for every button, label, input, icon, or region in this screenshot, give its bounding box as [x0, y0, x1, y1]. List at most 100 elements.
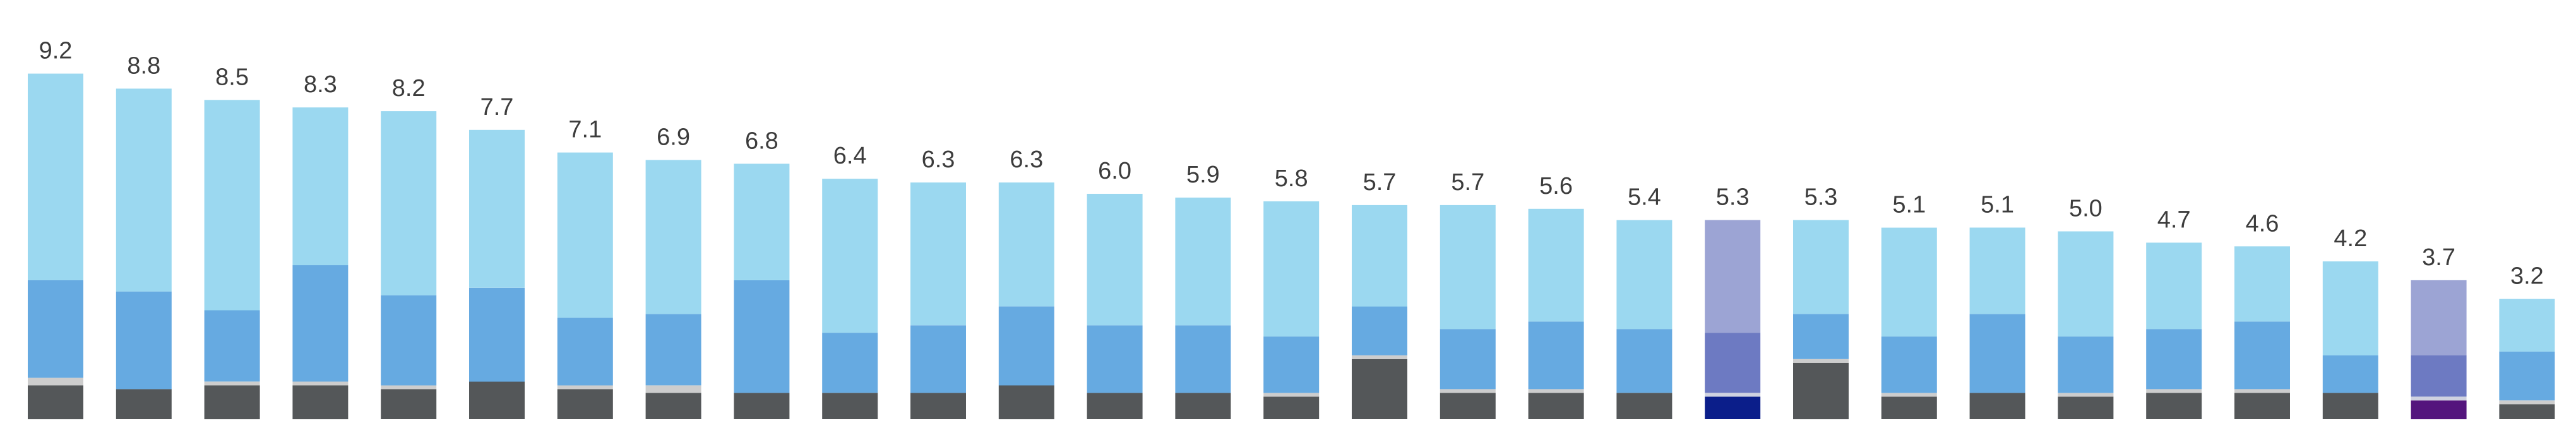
- bars-layer: [28, 73, 2555, 420]
- bar-segment-middle: [998, 306, 1054, 386]
- bar-stack: [2411, 280, 2467, 420]
- bar-segment-middle: [292, 265, 349, 382]
- bar-segment-bottom: [557, 389, 613, 419]
- bar-total-label: 5.3: [1716, 184, 1750, 211]
- bar-total-label: 6.4: [833, 143, 867, 169]
- bar-segment-top: [2499, 299, 2555, 352]
- bar-segment-top: [1263, 201, 1320, 337]
- bar-total-label: 4.2: [2334, 225, 2367, 252]
- bar-segment-middle: [1528, 321, 1584, 389]
- bar-segment-middle: [1087, 325, 1143, 393]
- bar-segment-middle: [822, 333, 878, 393]
- bar-total-label: 6.0: [1098, 158, 1131, 184]
- bar-segment-thin: [1440, 389, 1496, 393]
- bar-stack: [469, 129, 525, 419]
- bar-segment-top: [734, 163, 790, 280]
- bar-segment-middle: [2234, 321, 2290, 389]
- bar-total-label: 6.3: [1010, 146, 1043, 173]
- bar-stack: [557, 152, 613, 419]
- bar-segment-top: [1175, 198, 1231, 326]
- bar-stack: [910, 182, 966, 419]
- bar-segment-middle: [469, 287, 525, 382]
- bar-total-label: 6.3: [922, 146, 955, 173]
- bar-segment-middle: [2058, 336, 2114, 393]
- bar-segment-top: [822, 179, 878, 333]
- bar-segment-bottom: [1528, 393, 1584, 419]
- labels-layer: 9.2 8.8 8.5 8.3 8.2 7.7 7.1 6.9 6.8 6.4 6.3 6.3 6.0 5…: [39, 38, 2544, 290]
- bar-total-label: 8.2: [392, 75, 426, 102]
- bar-segment-thin: [204, 381, 260, 386]
- bar-stack: [204, 100, 260, 420]
- bar-total-label: 4.6: [2246, 210, 2279, 237]
- bar-segment-middle: [116, 291, 172, 389]
- bar-segment-top: [645, 160, 701, 314]
- bar-segment-middle: [204, 310, 260, 382]
- bar-total-label: 5.1: [1981, 192, 2014, 218]
- bar-stack: [381, 111, 437, 419]
- bar-segment-middle: [28, 280, 83, 378]
- bar-stack: [1087, 194, 1143, 419]
- bar-total-label: 3.2: [2510, 263, 2544, 290]
- bar-stack: [1793, 220, 1849, 420]
- bar-total-label: 6.9: [657, 124, 690, 151]
- bar-total-label: 8.3: [304, 71, 337, 98]
- bar-segment-thin: [381, 385, 437, 389]
- bar-segment-top: [998, 182, 1054, 307]
- bar-stack: [822, 179, 878, 419]
- bar-segment-middle: [1881, 336, 1937, 393]
- bar-segment-bottom: [1440, 393, 1496, 419]
- bar-segment-middle: [557, 318, 613, 386]
- bar-total-label: 5.0: [2069, 196, 2102, 222]
- bar-segment-bottom: [2322, 393, 2378, 419]
- bar-segment-thin: [2499, 400, 2555, 405]
- bar-segment-top: [1969, 227, 2025, 314]
- bar-stack: [1705, 220, 1761, 419]
- bar-segment-top: [2411, 280, 2467, 355]
- bar-segment-top: [1087, 194, 1143, 326]
- bar-segment-bottom: [28, 385, 83, 420]
- bar-segment-middle: [734, 280, 790, 393]
- bar-segment-middle: [2322, 355, 2378, 393]
- bar-total-label: 8.5: [215, 64, 249, 90]
- bar-stack: [734, 163, 790, 419]
- bar-total-label: 8.8: [127, 52, 160, 79]
- bar-segment-middle: [1175, 325, 1231, 393]
- bar-segment-top: [2058, 231, 2114, 337]
- bar-segment-middle: [1263, 336, 1320, 393]
- bar-total-label: 4.7: [2157, 206, 2191, 233]
- bar-segment-top: [557, 152, 613, 318]
- bar-segment-top: [2322, 261, 2378, 355]
- bar-segment-top: [1616, 220, 1673, 330]
- bar-segment-middle: [1616, 329, 1673, 393]
- bar-segment-top: [1881, 227, 1937, 337]
- bar-total-label: 5.9: [1186, 162, 1220, 188]
- bar-segment-top: [1705, 220, 1761, 333]
- bar-segment-bottom: [1087, 393, 1143, 419]
- bar-stack: [1616, 220, 1673, 419]
- bar-segment-top: [1528, 208, 1584, 322]
- bar-segment-bottom: [292, 385, 349, 420]
- bar-segment-bottom: [998, 385, 1054, 420]
- bar-stack: [2058, 231, 2114, 419]
- bar-stack: [1263, 201, 1320, 419]
- bar-segment-bottom: [2499, 404, 2555, 419]
- bar-stack: [2234, 246, 2290, 419]
- bar-segment-thin: [1352, 355, 1407, 359]
- bar-segment-thin: [292, 381, 349, 386]
- bar-segment-top: [292, 107, 349, 266]
- bar-total-label: 7.1: [568, 117, 602, 143]
- bar-total-label: 5.4: [1628, 184, 1661, 211]
- bar-stack: [1881, 227, 1937, 419]
- bar-segment-bottom: [734, 393, 790, 419]
- bar-stack: [28, 73, 83, 420]
- bar-stack: [1440, 205, 1496, 419]
- bar-segment-bottom: [1969, 393, 2025, 419]
- bar-segment-top: [28, 73, 83, 280]
- bar-segment-middle: [1969, 314, 2025, 393]
- bar-stack: [2322, 261, 2378, 419]
- bar-segment-bottom: [2411, 400, 2467, 420]
- bar-segment-middle: [2499, 351, 2555, 401]
- bar-segment-middle: [381, 295, 437, 386]
- bar-segment-bottom: [1352, 359, 1407, 419]
